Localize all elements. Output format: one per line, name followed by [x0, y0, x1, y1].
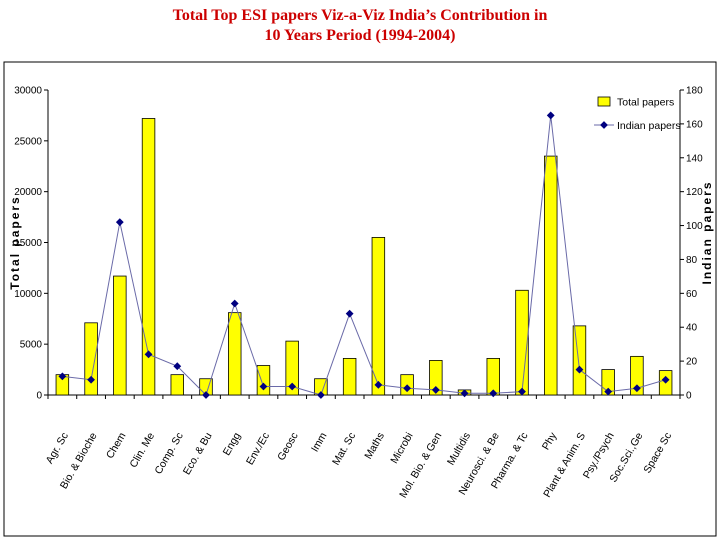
legend-label-indian-papers: Indian papers	[617, 120, 681, 132]
y2-tick-label: 60	[686, 289, 698, 300]
y2-axis-title: Indian papers	[700, 180, 714, 284]
bar-total-papers	[170, 374, 184, 396]
y-tick-label: 20000	[14, 187, 42, 198]
legend-swatch-total-papers	[597, 96, 611, 107]
y-tick-label: 30000	[14, 86, 42, 97]
point-indian-papers	[431, 386, 440, 394]
bar-total-papers	[113, 275, 127, 396]
bar-total-papers	[371, 237, 386, 396]
point-indian-papers	[345, 309, 354, 318]
point-indian-papers	[173, 362, 182, 371]
legend-label-total-papers: Total papers	[617, 97, 674, 109]
point-indian-papers	[202, 391, 210, 399]
y2-tick-label: 120	[686, 187, 703, 198]
bar-total-papers	[572, 325, 587, 396]
point-indian-papers	[144, 350, 153, 359]
line-layer	[58, 111, 670, 399]
y2-tick-label: 40	[686, 323, 698, 334]
point-indian-papers	[546, 111, 555, 120]
line-indian-papers	[62, 115, 666, 396]
chart-title-line-1: Total Top ESI papers Viz-a-Viz India’s C…	[172, 7, 548, 24]
legend: Total papers Indian papers	[594, 96, 681, 132]
bar-total-papers	[515, 289, 529, 396]
bar-total-papers	[285, 340, 299, 396]
point-indian-papers	[518, 387, 526, 396]
point-indian-papers	[288, 382, 297, 391]
y2-tick-label: 180	[686, 86, 703, 97]
point-indian-papers	[604, 387, 613, 396]
point-indian-papers	[460, 389, 469, 398]
point-indian-papers	[374, 380, 383, 389]
y-tick-label: 5000	[20, 340, 43, 351]
point-indian-papers	[259, 382, 268, 391]
bar-total-papers	[630, 355, 644, 396]
bar-total-papers	[342, 357, 357, 396]
y-tick-label: 25000	[14, 136, 42, 147]
y2-tick-label: 100	[686, 221, 703, 232]
point-indian-papers	[633, 384, 641, 393]
bar-total-papers	[429, 360, 443, 396]
bar-total-papers	[141, 118, 156, 396]
point-indian-papers	[403, 384, 411, 393]
y-axis-title: Total papers	[8, 195, 22, 289]
y2-tick-label: 0	[686, 391, 692, 402]
bar-total-papers	[84, 322, 98, 396]
y-tick-label: 15000	[14, 238, 42, 249]
y2-tick-label: 140	[686, 153, 703, 164]
legend-marker-indian-papers	[600, 121, 608, 129]
point-indian-papers	[58, 372, 67, 381]
y2-tick-label: 80	[686, 255, 698, 266]
bar-total-papers	[228, 312, 242, 396]
point-indian-papers	[489, 389, 498, 398]
y-tick-label: 0	[36, 391, 42, 402]
point-indian-papers	[661, 375, 670, 384]
bar-total-papers	[544, 155, 558, 396]
chart-title: Total Top ESI papers Viz-a-Viz India’s C…	[0, 6, 720, 46]
point-indian-papers	[317, 391, 325, 399]
point-indian-papers	[230, 299, 239, 308]
y2-tick-label: 20	[686, 357, 698, 368]
chart-frame	[3, 61, 717, 537]
point-indian-papers	[575, 365, 584, 374]
chart-title-line-2: 10 Years Period (1994-2004)	[264, 27, 456, 44]
bar-total-papers	[256, 365, 271, 396]
y-tick-label: 10000	[14, 289, 42, 300]
point-indian-papers	[87, 375, 95, 384]
point-indian-papers	[115, 218, 124, 227]
bars-layer	[55, 118, 673, 396]
y2-tick-label: 160	[686, 119, 703, 130]
